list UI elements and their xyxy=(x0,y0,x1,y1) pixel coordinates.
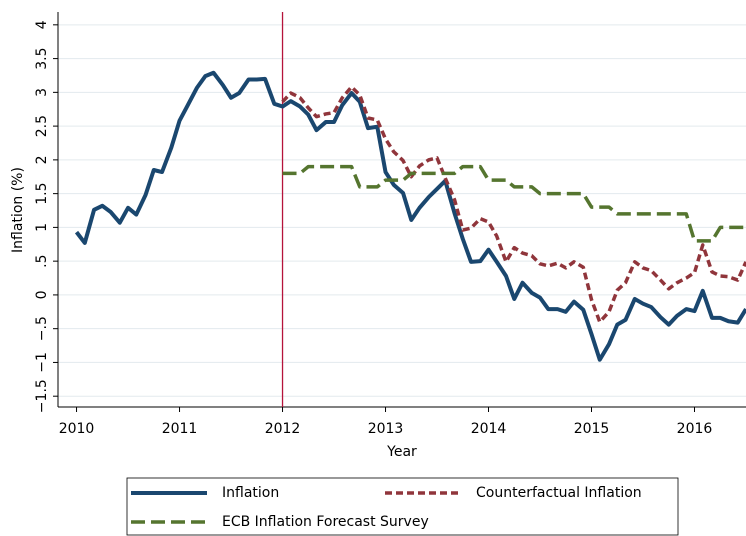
legend-box xyxy=(126,477,679,536)
y-tick-label: −1 xyxy=(34,352,50,373)
x-tick-label: 2010 xyxy=(59,421,95,437)
y-tick-label: 4 xyxy=(34,20,50,29)
y-tick-label: 0 xyxy=(34,290,50,299)
x-tick-label: 2011 xyxy=(162,421,198,437)
y-tick-label: −.5 xyxy=(34,316,50,341)
y-axis-label: Inflation (%) xyxy=(10,167,26,253)
series-line xyxy=(281,85,746,324)
y-tick-label: 3 xyxy=(34,88,50,97)
legend-label: Inflation xyxy=(222,485,279,501)
x-tick-label: 2016 xyxy=(677,421,713,437)
legend-label: ECB Inflation Forecast Survey xyxy=(222,514,429,530)
series-line xyxy=(74,70,746,362)
x-tick-label: 2012 xyxy=(265,421,301,437)
y-tick-label: 1 xyxy=(34,223,50,232)
y-tick-label: .5 xyxy=(34,254,50,267)
y-tick-label: 2 xyxy=(34,155,50,164)
x-tick-label: 2015 xyxy=(574,421,610,437)
y-tick-label: 1.5 xyxy=(34,182,50,204)
series-line xyxy=(282,164,746,243)
x-axis-label: Year xyxy=(386,444,417,460)
x-tick-label: 2014 xyxy=(471,421,507,437)
y-tick-label: −1.5 xyxy=(34,379,50,413)
y-tick-label: 2.5 xyxy=(34,115,50,137)
legend-label: Counterfactual Inflation xyxy=(476,485,642,501)
y-tick-label: 3.5 xyxy=(34,47,50,69)
x-tick-label: 2013 xyxy=(368,421,404,437)
